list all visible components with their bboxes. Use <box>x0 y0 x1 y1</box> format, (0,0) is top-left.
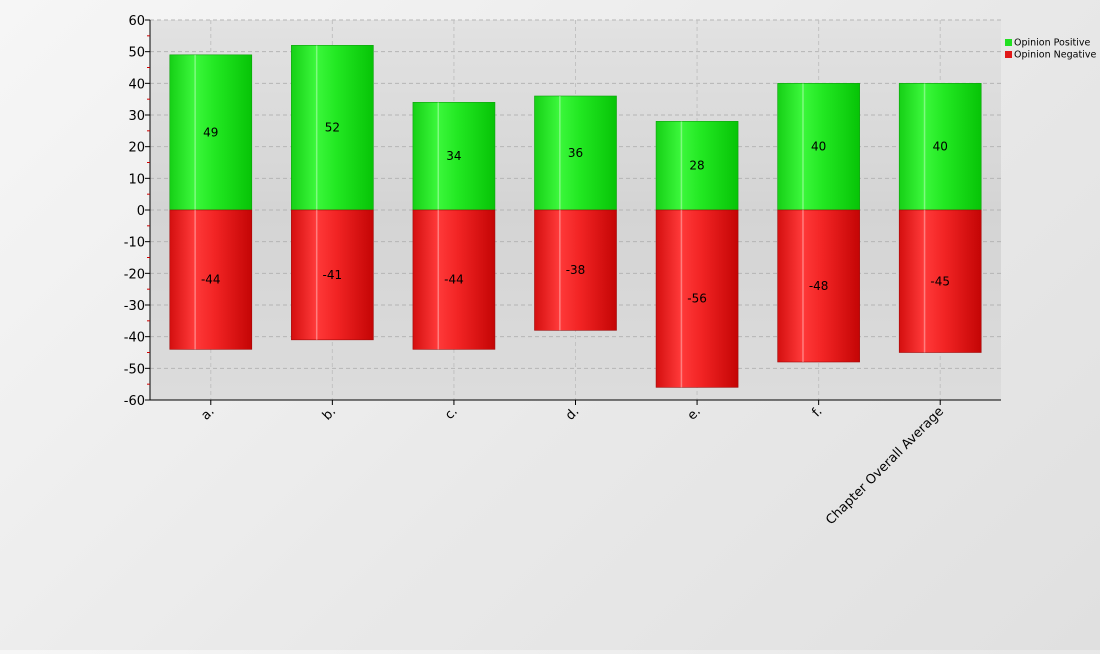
bar-highlight <box>802 210 804 362</box>
data-label: 36 <box>568 146 583 160</box>
data-label: -45 <box>930 274 950 288</box>
bar-highlight <box>802 83 804 210</box>
bar-positive <box>655 121 739 211</box>
bar-highlight <box>194 54 196 211</box>
y-tick-label: 60 <box>128 14 145 29</box>
y-tick-label: -20 <box>124 267 145 282</box>
x-category-label: e. <box>685 404 704 423</box>
legend-swatch-negative <box>1005 51 1012 58</box>
data-label: 34 <box>446 149 461 163</box>
y-tick-label: 40 <box>128 77 145 92</box>
data-label: 52 <box>325 121 340 135</box>
bar-highlight <box>680 121 683 210</box>
y-tick-label: 30 <box>128 109 145 124</box>
y-tick-label: 10 <box>128 172 145 187</box>
bar-positive <box>412 102 496 211</box>
bar-highlight <box>194 210 196 350</box>
x-category-label: b. <box>320 404 339 423</box>
legend-label-positive: Opinion Positive <box>1014 38 1090 49</box>
bar-highlight <box>559 210 561 331</box>
data-label: -44 <box>444 273 464 287</box>
legend-label-negative: Opinion Negative <box>1014 50 1096 61</box>
bar-highlight <box>315 45 318 211</box>
data-label: 49 <box>203 125 218 139</box>
bar-positive <box>291 45 374 211</box>
bar-negative <box>291 209 374 341</box>
bar-positive <box>898 83 982 211</box>
bar-highlight <box>923 83 926 210</box>
bars: 49 -44 52 -41 34 -44 36 -38 28 -56 40 -48 40 -45 <box>169 45 982 388</box>
bar-highlight <box>923 210 926 353</box>
bar-negative <box>412 209 496 350</box>
y-tick-label: -40 <box>124 331 145 346</box>
bar-negative <box>655 209 739 388</box>
x-category-label: a. <box>198 404 217 423</box>
x-category-label: Chapter Overall Average <box>823 404 947 528</box>
y-tick-label: 0 <box>137 204 145 219</box>
bar-highlight <box>437 210 440 350</box>
data-label: 40 <box>933 140 948 154</box>
data-label: 28 <box>689 159 704 173</box>
y-tick-label: -30 <box>124 299 145 314</box>
y-tick-label: 50 <box>128 46 145 61</box>
legend: Opinion Positive Opinion Negative <box>1005 38 1096 61</box>
x-category-label: c. <box>442 404 461 423</box>
data-label: -44 <box>201 273 221 287</box>
legend-swatch-positive <box>1005 39 1012 46</box>
bar-negative <box>169 209 253 350</box>
y-tick-label: -10 <box>124 236 145 251</box>
x-category-label: f. <box>809 404 825 420</box>
bar-highlight <box>437 102 440 210</box>
bar-highlight <box>680 210 683 388</box>
y-tick-label: -60 <box>124 394 145 409</box>
bar-highlight <box>559 96 561 210</box>
data-label: -48 <box>809 279 829 293</box>
bar-negative <box>777 209 860 363</box>
data-label: 40 <box>811 140 826 154</box>
data-label: -41 <box>323 268 343 282</box>
data-label: -56 <box>687 292 707 306</box>
x-category-label: d. <box>563 404 582 423</box>
bar-positive <box>777 83 860 211</box>
bar-positive <box>534 95 617 211</box>
y-tick-label: -50 <box>124 362 145 377</box>
bar-highlight <box>315 210 318 340</box>
y-tick-label: 20 <box>128 141 145 156</box>
data-label: -38 <box>566 263 586 277</box>
bar-negative <box>898 209 982 353</box>
bar-negative <box>534 209 617 331</box>
